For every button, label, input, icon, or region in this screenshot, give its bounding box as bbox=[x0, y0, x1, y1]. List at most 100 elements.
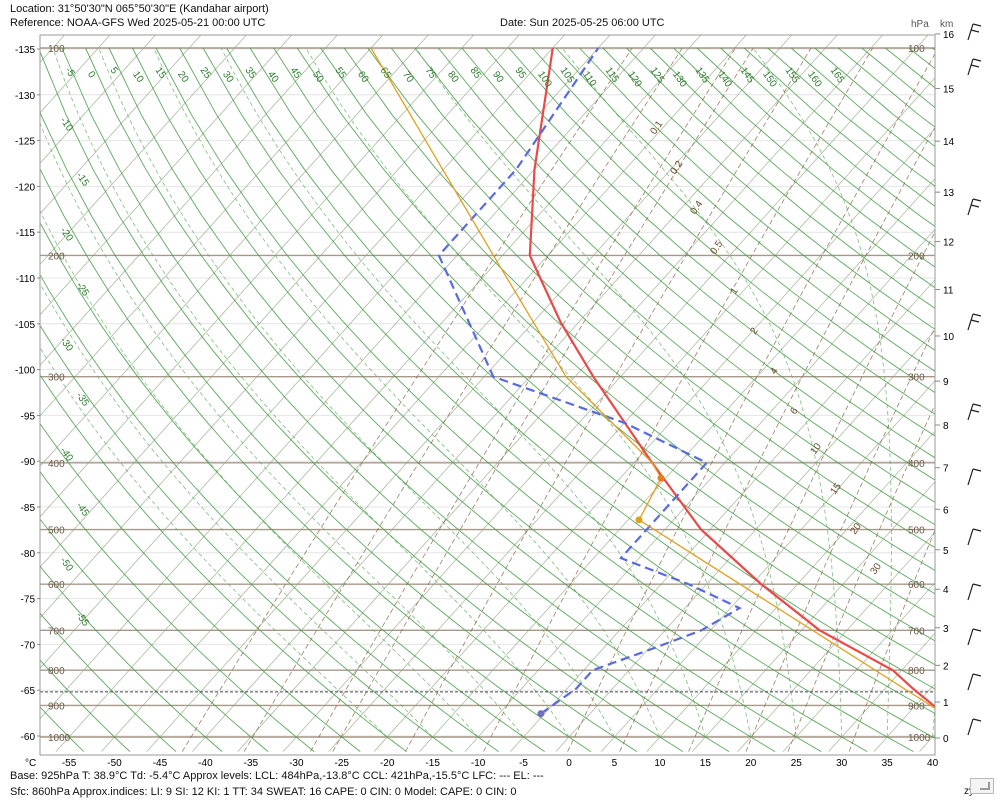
dry-adiabat bbox=[40, 167, 592, 752]
left-tick-label: -60 bbox=[21, 732, 36, 743]
x-tick-label: 10 bbox=[654, 758, 666, 769]
wind-barb-flag bbox=[972, 718, 982, 722]
mixing-ratio-label: 0.5 bbox=[708, 239, 725, 257]
dry-adiabat-label: 90 bbox=[490, 69, 506, 85]
dry-adiabat bbox=[296, 47, 935, 618]
dry-adiabat bbox=[790, 47, 935, 168]
isotherm-line bbox=[146, 35, 793, 752]
wind-barb-flag bbox=[972, 403, 982, 407]
left-tick-label: -75 bbox=[21, 595, 36, 606]
isotherm-line bbox=[40, 35, 656, 720]
x-tick-label: -45 bbox=[153, 758, 168, 769]
mixing-ratio-line bbox=[787, 403, 935, 752]
dry-adiabat bbox=[437, 47, 935, 481]
dry-adiabat-label: 45 bbox=[288, 65, 304, 81]
mixing-ratio-label: 0.2 bbox=[668, 159, 685, 177]
isotherm-line bbox=[464, 228, 935, 752]
wind-barb bbox=[967, 673, 974, 691]
wind-barb bbox=[967, 23, 974, 41]
km-tick-label: 11 bbox=[943, 285, 954, 296]
moist-adiabat-label: -35 bbox=[74, 390, 92, 409]
dry-adiabat-label: 115 bbox=[603, 65, 621, 85]
dry-adiabat bbox=[179, 47, 935, 739]
moist-adiabat-label: -50 bbox=[58, 555, 76, 574]
dry-adiabat bbox=[40, 422, 361, 752]
dry-adiabat bbox=[40, 612, 177, 752]
mixing-ratio-line bbox=[181, 47, 633, 752]
dry-adiabat bbox=[532, 47, 935, 394]
x-tick-label: 5 bbox=[612, 758, 618, 769]
reference-text: Reference: NOAA-GFS Wed 2025-05-21 00:00… bbox=[10, 17, 266, 29]
dry-adiabat-label: 130 bbox=[670, 69, 689, 89]
dry-adiabat-label: 80 bbox=[445, 69, 461, 85]
dry-adiabat bbox=[555, 47, 935, 372]
left-tick-label: -100 bbox=[15, 366, 35, 377]
x-tick-label: -25 bbox=[335, 758, 350, 769]
isobar-label-left: 600 bbox=[48, 580, 65, 591]
dry-adiabat bbox=[320, 47, 935, 595]
dry-adiabat bbox=[132, 47, 868, 752]
dry-adiabat-label: 140 bbox=[715, 69, 734, 89]
isotherm-line bbox=[555, 329, 935, 752]
km-tick-label: 16 bbox=[943, 30, 955, 41]
left-tick-label: -130 bbox=[15, 91, 35, 102]
date-text: Date: Sun 2025-05-25 06:00 UTC bbox=[500, 17, 665, 29]
x-tick-label: -15 bbox=[425, 758, 440, 769]
x-tick-label: -5 bbox=[519, 758, 528, 769]
mixing-ratio-label: 15 bbox=[828, 481, 844, 497]
isobar-label-left: 200 bbox=[48, 251, 65, 262]
km-tick-label: 4 bbox=[943, 585, 949, 596]
isotherm-line bbox=[691, 481, 935, 752]
km-tick-label: 12 bbox=[943, 238, 955, 249]
dry-adiabat bbox=[908, 47, 935, 70]
dry-adiabat-label: 5 bbox=[108, 65, 120, 76]
footer-line1: Base: 925hPa T: 38.9°C Td: -5.4°C Approx… bbox=[10, 770, 544, 782]
dry-adiabat-label: 85 bbox=[468, 65, 484, 81]
left-tick-label: -95 bbox=[21, 411, 36, 422]
moist-adiabat bbox=[978, 48, 1000, 737]
dry-adiabat bbox=[40, 221, 545, 752]
wind-barb bbox=[967, 198, 974, 216]
x-tick-label: 20 bbox=[745, 758, 757, 769]
dry-adiabat bbox=[155, 47, 914, 752]
dry-adiabat bbox=[649, 47, 935, 289]
mixing-ratio-line bbox=[332, 47, 754, 752]
isotherm-line bbox=[55, 35, 702, 752]
dry-adiabat bbox=[61, 47, 730, 752]
isotherm-line bbox=[965, 33, 1000, 752]
moist-adiabat bbox=[153, 47, 661, 738]
moist-adiabat bbox=[752, 47, 892, 738]
wind-barb-flag bbox=[970, 409, 980, 413]
footer-line2: Sfc: 860hPa Approx.indices: LI: 9 SI: 12… bbox=[10, 786, 517, 798]
left-tick-label: -135 bbox=[15, 45, 35, 56]
marker-Td925 bbox=[537, 710, 545, 718]
isotherm-line bbox=[191, 35, 838, 752]
mixing-ratio-label: 0.4 bbox=[688, 199, 705, 217]
dry-adiabat-label: 160 bbox=[805, 69, 824, 89]
dry-adiabat bbox=[508, 47, 935, 415]
marker-CCL bbox=[657, 474, 665, 482]
left-tick-label: -110 bbox=[16, 274, 36, 285]
dry-adiabat-label: 75 bbox=[423, 65, 439, 81]
isotherm-line bbox=[737, 531, 935, 752]
wind-barb-flag bbox=[972, 58, 982, 62]
dry-adiabat bbox=[602, 47, 935, 330]
plot-area bbox=[40, 33, 1000, 752]
km-tick-label: 1 bbox=[943, 698, 949, 709]
dry-adiabat bbox=[40, 324, 453, 752]
isotherm-line bbox=[40, 35, 384, 417]
wind-barb-flag bbox=[972, 468, 982, 472]
moist-adiabat bbox=[52, 47, 570, 738]
wind-barb bbox=[967, 583, 974, 601]
dry-adiabat bbox=[40, 374, 407, 752]
left-tick-label: -120 bbox=[15, 182, 35, 193]
resize-grip-icon[interactable] bbox=[970, 778, 994, 794]
km-tick-label: 14 bbox=[943, 137, 955, 148]
wind-barb bbox=[967, 58, 974, 76]
dry-adiabat bbox=[40, 111, 638, 752]
isotherm-line bbox=[40, 35, 156, 164]
mixing-ratio-line bbox=[243, 47, 683, 752]
km-tick-label: 8 bbox=[943, 421, 949, 432]
dry-adiabat bbox=[40, 273, 499, 752]
